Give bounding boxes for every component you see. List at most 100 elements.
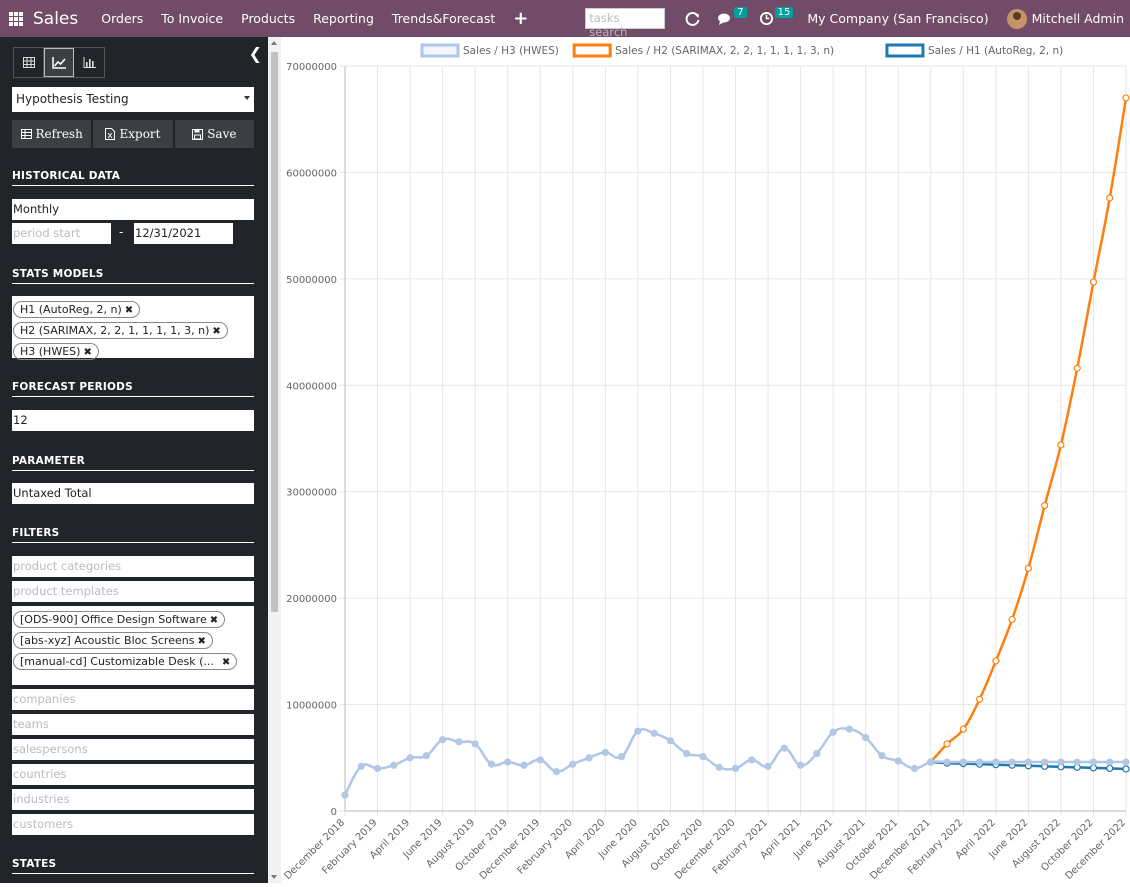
activity-clock-icon[interactable] — [759, 11, 774, 26]
data-point-h1 — [1089, 764, 1098, 772]
data-point-h2 — [1122, 94, 1130, 102]
analysis-select[interactable]: Hypothesis Testing — [12, 87, 254, 112]
user-avatar[interactable] — [1006, 8, 1027, 29]
menu-trends-forecast[interactable]: Trends&Forecast — [391, 11, 496, 26]
app-title[interactable]: Sales — [33, 8, 79, 29]
forecast-periods-input[interactable]: 12 — [12, 410, 254, 431]
save-label: Save — [207, 127, 237, 141]
states-heading: STATES — [12, 858, 254, 874]
data-point-h3 — [796, 761, 805, 769]
parameter-heading: PARAMETER — [12, 455, 254, 471]
view-toggle-group — [13, 47, 105, 78]
data-point-h3 — [683, 749, 691, 758]
data-point-h3 — [585, 754, 593, 762]
data-point-h3 — [552, 768, 561, 776]
period-end-input[interactable]: 12/31/2021 — [134, 223, 233, 244]
legend-label: Sales / H1 (AutoReg, 2, n) — [928, 45, 1063, 57]
data-point-h3 — [520, 761, 528, 769]
tasks-search-input[interactable]: tasks search — [585, 8, 666, 39]
scroll-up-icon[interactable] — [271, 41, 277, 45]
table-icon — [20, 129, 32, 139]
product-tag-label: [manual-cd] Customizable Desk (... — [20, 655, 214, 668]
teams-input[interactable]: teams — [12, 714, 254, 735]
collapse-sidebar-icon[interactable]: ❮ — [248, 44, 262, 63]
x-tick-label: December 2022 — [1063, 817, 1128, 882]
product-templates-input[interactable]: product templates — [12, 581, 254, 602]
remove-tag-icon[interactable]: ✖ — [124, 305, 134, 316]
data-point-h3 — [422, 752, 430, 760]
data-point-h3 — [390, 761, 398, 769]
apps-menu-icon[interactable] — [9, 11, 23, 26]
scroll-down-icon[interactable] — [271, 875, 277, 879]
model-tag-label: H1 (AutoReg, 2, n) — [20, 303, 122, 316]
remove-tag-icon[interactable]: ✖ — [83, 347, 92, 358]
data-point-h3 — [504, 758, 512, 766]
customers-input[interactable]: customers — [12, 814, 254, 835]
data-point-h3 — [715, 763, 723, 771]
table-view-icon[interactable] — [14, 48, 44, 77]
y-tick-label: 10000000 — [286, 701, 337, 712]
add-menu-icon[interactable]: + — [513, 8, 529, 29]
remove-tag-icon[interactable]: ✖ — [221, 657, 231, 668]
export-button[interactable]: Export — [93, 120, 175, 148]
model-tag: H2 (SARIMAX, 2, 2, 1, 1, 1, 1, 3, n) ✖ — [13, 322, 228, 339]
remove-tag-icon[interactable]: ✖ — [209, 615, 219, 626]
stats-models-input[interactable]: H1 (AutoReg, 2, n) ✖ H2 (SARIMAX, 2, 2, 1… — [12, 296, 254, 360]
data-point-h3 — [536, 756, 544, 764]
data-point-h3 — [878, 752, 886, 760]
user-menu[interactable]: Mitchell Admin — [1031, 11, 1124, 26]
products-input[interactable]: [ODS-900] Office Design Software ✖ [abs-x… — [12, 606, 254, 685]
menu-products[interactable]: Products — [241, 11, 296, 26]
salespersons-input[interactable]: salespersons — [12, 739, 254, 760]
remove-tag-icon[interactable]: ✖ — [212, 326, 221, 337]
parameter-field[interactable]: Untaxed Total — [12, 483, 254, 504]
interval-field[interactable]: Monthly — [12, 199, 254, 220]
data-point-h3 — [910, 764, 919, 773]
data-point-h3 — [455, 738, 463, 746]
period-start-input[interactable]: period start — [12, 223, 111, 244]
messages-count-badge: 7 — [734, 7, 747, 18]
bar-chart-view-icon[interactable] — [74, 48, 104, 77]
data-point-h3 — [341, 791, 349, 799]
data-point-h3 — [406, 754, 414, 762]
data-point-h3 — [959, 758, 967, 766]
data-point-h3 — [1057, 758, 1065, 766]
export-label: Export — [119, 127, 161, 141]
refresh-button[interactable]: Refresh — [12, 120, 94, 148]
data-point-h2 — [1089, 278, 1098, 286]
legend-swatch — [885, 43, 925, 58]
line-chart-view-icon[interactable] — [44, 48, 74, 77]
data-point-h3 — [780, 744, 788, 752]
refresh-icon[interactable] — [685, 11, 701, 27]
industries-input[interactable]: industries — [12, 789, 254, 810]
historical-data-heading: HISTORICAL DATA — [12, 170, 254, 186]
product-tag: [ODS-900] Office Design Software ✖ — [13, 611, 226, 628]
y-tick-label: 0 — [331, 807, 337, 818]
company-switcher[interactable]: My Company (San Francisco) — [807, 11, 989, 26]
data-point-h2 — [1073, 364, 1081, 372]
data-point-h2 — [959, 725, 967, 733]
data-point-h3 — [601, 748, 609, 757]
legend-swatch — [572, 43, 612, 58]
messages-icon[interactable] — [717, 12, 733, 26]
menu-reporting[interactable]: Reporting — [313, 11, 374, 26]
sidebar-scrollbar[interactable] — [268, 37, 281, 883]
data-point-h2 — [1057, 441, 1065, 449]
menu-to-invoice[interactable]: To Invoice — [161, 11, 224, 26]
data-point-h3 — [1008, 758, 1016, 766]
data-point-h3 — [1122, 758, 1130, 766]
companies-input[interactable]: companies — [12, 689, 254, 710]
data-point-h2 — [1041, 501, 1049, 510]
legend-swatch — [420, 43, 460, 58]
scrollbar-thumb[interactable] — [271, 52, 278, 612]
remove-tag-icon[interactable]: ✖ — [197, 636, 206, 647]
product-categories-input[interactable]: product categories — [12, 556, 254, 577]
data-point-h3 — [862, 733, 870, 742]
data-point-h2 — [943, 740, 951, 748]
countries-input[interactable]: countries — [12, 764, 254, 785]
menu-orders[interactable]: Orders — [101, 11, 144, 26]
activities-count-badge: 15 — [774, 7, 794, 18]
data-point-h3 — [666, 737, 675, 745]
save-button[interactable]: Save — [174, 120, 254, 148]
legend-label: Sales / H2 (SARIMAX, 2, 2, 1, 1, 1, 1, 3… — [615, 45, 834, 57]
